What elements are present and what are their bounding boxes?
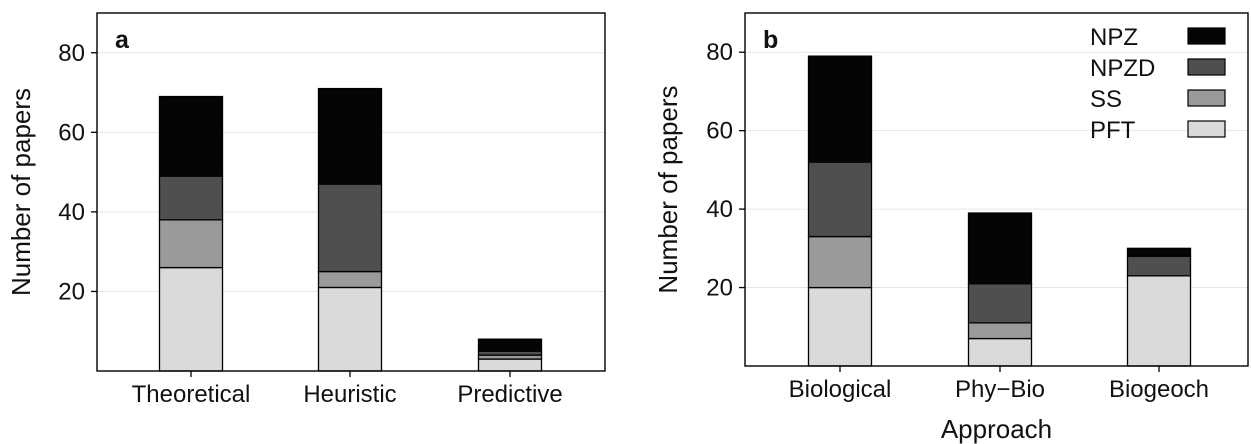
bar-biological-npzd [807,161,873,238]
y-tick-label: 60 [58,119,85,146]
y-tick-label: 40 [706,196,733,223]
panel-label: a [115,26,130,54]
x-axis-title: Approach [941,414,1052,444]
bar-theoretical-npz [158,95,224,177]
y-tick-label: 20 [58,278,85,305]
y-axis-title: Number of papers [653,85,683,293]
legend-swatch-ss [1187,89,1226,107]
bar-phy-bio-pft [967,337,1033,367]
bar-heuristic-pft [317,286,383,372]
x-tick-label: Theoretical [132,381,251,408]
legend-swatch-npz [1187,27,1226,45]
y-axis-title: Number of papers [6,88,36,296]
x-tick-label: Biogeoch [1109,376,1209,403]
bar-biological-pft [807,286,873,367]
y-tick-label: 20 [706,275,733,302]
bar-heuristic-ss [317,270,383,289]
panel-label: b [763,26,778,54]
x-tick-label: Phy−Bio [955,376,1045,403]
bar-biogeoch-npzd [1126,255,1192,277]
bar-phy-bio-npzd [967,282,1033,324]
bar-theoretical-ss [158,219,224,269]
legend-label: PFT [1090,117,1136,144]
bar-biological-ss [807,235,873,289]
bar-heuristic-npzd [317,183,383,273]
y-tick-label: 60 [706,118,733,145]
bar-phy-bio-npz [967,212,1033,285]
x-tick-label: Biological [789,376,892,403]
plot-frame [744,12,1249,367]
y-tick-label: 80 [706,39,733,66]
x-tick-label: Predictive [457,381,562,408]
legend-label: NPZ [1090,24,1138,51]
legend-swatch-pft [1187,120,1226,138]
bar-phy-bio-ss [967,322,1033,340]
bar-theoretical-npzd [158,175,224,221]
panel-a: Theoretical Heuristic Predictive 20 40 60 80 a N… [6,12,606,408]
panel-b: Biological Phy−Bio Biogeoch 20 40 60 80 b Number… [653,12,1249,444]
y-tick-label: 80 [58,40,85,67]
bar-heuristic-npz [317,87,383,185]
x-tick-label: Heuristic [303,381,396,408]
legend-label: NPZD [1090,55,1155,82]
y-tick-label: 40 [58,199,85,226]
bar-theoretical-pft [158,266,224,372]
bar-biological-npz [807,55,873,163]
bar-predictive-npz [477,338,543,352]
legend: NPZ NPZD SS PFT [1090,24,1226,144]
legend-label: SS [1090,86,1122,113]
bar-predictive-pft [477,358,543,372]
bar-biogeoch-npz [1126,247,1192,257]
bar-biogeoch-pft [1126,275,1192,367]
plot-frame [96,12,606,372]
legend-swatch-npzd [1187,58,1226,76]
